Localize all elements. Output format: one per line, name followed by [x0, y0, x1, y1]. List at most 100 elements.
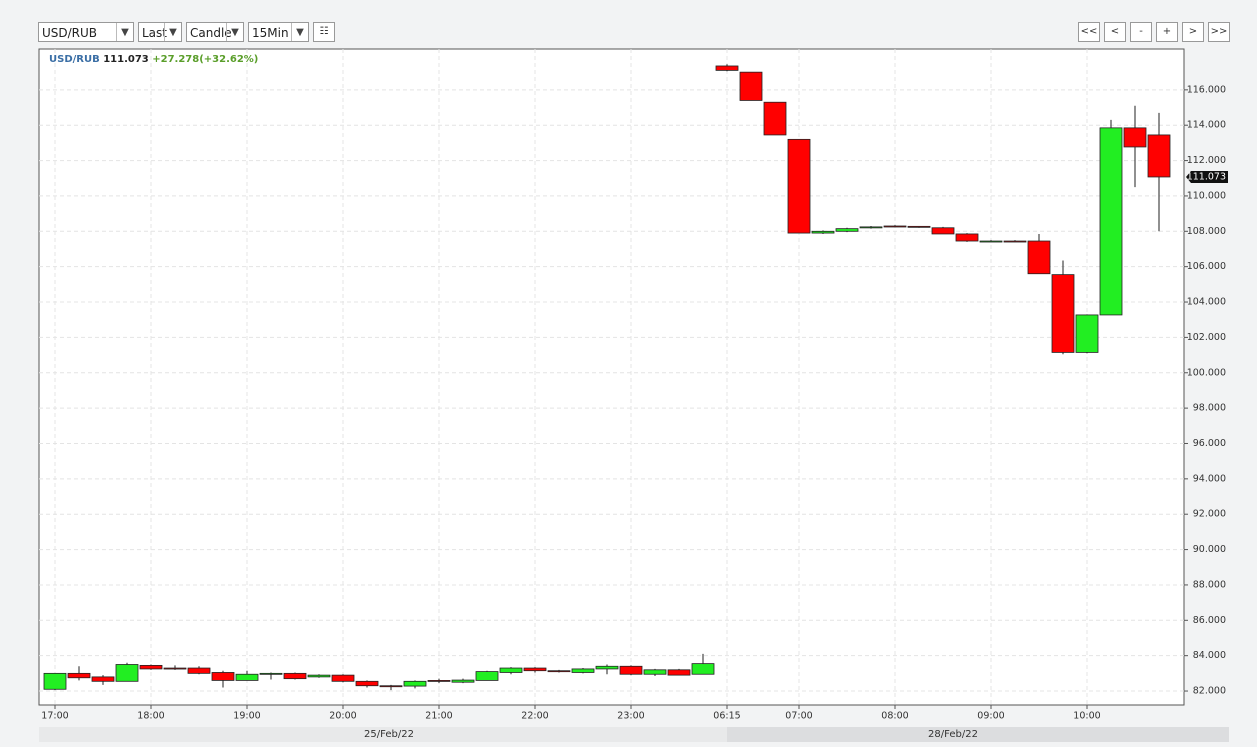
- nav-button[interactable]: -: [1130, 22, 1152, 42]
- candle-body: [427, 680, 451, 682]
- y-tick-label: 86.000: [1193, 615, 1226, 626]
- nav-button[interactable]: +: [1156, 22, 1178, 42]
- candle-body: [787, 138, 811, 234]
- candle-body: [403, 680, 427, 687]
- date-band: [727, 727, 1229, 742]
- candle-body: [283, 672, 307, 680]
- price-tag-label: 111.073: [1187, 171, 1226, 182]
- y-tick-label: 92.000: [1193, 509, 1226, 520]
- candle-body: [499, 667, 523, 673]
- y-tick-label: 82.000: [1193, 686, 1226, 697]
- candle-body: [43, 672, 67, 690]
- y-tick-label: 102.000: [1187, 332, 1226, 343]
- x-tick-label: 09:00: [977, 711, 1004, 722]
- candle-body: [763, 101, 787, 136]
- date-label: 25/Feb/22: [364, 729, 414, 740]
- candle-body: [1051, 274, 1075, 353]
- legend: USD/RUB 111.073 +27.278(+32.62%): [49, 54, 258, 65]
- candle-body: [163, 667, 187, 670]
- settings-button[interactable]: ☷: [313, 22, 335, 42]
- price-type-select[interactable]: Last ▼: [138, 22, 182, 42]
- candle-body: [547, 670, 571, 673]
- x-tick-label: 07:00: [785, 711, 812, 722]
- y-tick-label: 88.000: [1193, 579, 1226, 590]
- symbol-label: USD/RUB: [49, 54, 100, 65]
- candle-body: [1147, 134, 1171, 178]
- x-tick-label: 06:15: [713, 711, 740, 722]
- candle-body: [739, 71, 763, 101]
- x-tick-label: 10:00: [1073, 711, 1100, 722]
- candle-body: [307, 674, 331, 678]
- candle-body: [355, 680, 379, 687]
- candle-body: [1027, 240, 1051, 275]
- y-tick-label: 108.000: [1187, 226, 1226, 237]
- y-tick-label: 114.000: [1187, 120, 1226, 131]
- symbol-select[interactable]: USD/RUB ▼: [38, 22, 134, 42]
- price-tag: [1186, 170, 1228, 183]
- date-label: 28/Feb/22: [928, 729, 978, 740]
- candle-body: [979, 240, 1003, 243]
- candle-body: [859, 226, 883, 229]
- candle-body: [331, 674, 355, 682]
- candle-body: [691, 663, 715, 675]
- y-tick-label: 94.000: [1193, 473, 1226, 484]
- date-band: [39, 727, 727, 742]
- arrow: ▼: [291, 23, 308, 41]
- x-tick-label: 17:00: [41, 711, 68, 722]
- last-value: 111.073: [103, 54, 149, 65]
- candle-body: [1075, 314, 1099, 353]
- plot-area: [38, 48, 1185, 706]
- candle-body: [931, 227, 955, 235]
- y-tick-label: 90.000: [1193, 544, 1226, 555]
- candle-body: [835, 228, 859, 232]
- y-tick-label: 116.000: [1187, 84, 1226, 95]
- candle-body: [595, 665, 619, 670]
- candle-body: [715, 65, 739, 71]
- interval: 15Min: [252, 26, 289, 40]
- candle-body: [811, 230, 835, 234]
- candle-body: [619, 665, 643, 675]
- y-tick-label: 96.000: [1193, 438, 1226, 449]
- candle-body: [571, 668, 595, 673]
- candle-body: [907, 225, 931, 228]
- nav-button[interactable]: <<: [1078, 22, 1100, 42]
- x-tick-label: 08:00: [881, 711, 908, 722]
- candle-body: [187, 667, 211, 674]
- chart-type-select[interactable]: Candle ▼: [186, 22, 244, 42]
- y-tick-label: 104.000: [1187, 297, 1226, 308]
- candle-body: [1003, 240, 1027, 243]
- candle-body: [955, 233, 979, 242]
- candle-body: [115, 664, 139, 682]
- y-tick-label: 84.000: [1193, 650, 1226, 661]
- candle-body: [211, 672, 235, 681]
- candle-body: [643, 669, 667, 675]
- y-tick-label: 100.000: [1187, 367, 1226, 378]
- arrow: ▼: [164, 23, 181, 41]
- candle-body: [883, 225, 907, 228]
- candle-body: [91, 676, 115, 682]
- x-tick-label: 22:00: [521, 711, 548, 722]
- candle-body: [235, 673, 259, 681]
- nav-button[interactable]: <: [1104, 22, 1126, 42]
- candle-body: [139, 664, 163, 670]
- arrow: ▼: [116, 23, 133, 41]
- candle-body: [667, 669, 691, 676]
- candle-body: [259, 672, 283, 675]
- candle-body: [1099, 127, 1123, 316]
- nav-button[interactable]: >>: [1208, 22, 1230, 42]
- candle-body: [1123, 127, 1147, 148]
- price-type: Last: [142, 26, 167, 40]
- change: +27.278(+32.62%): [152, 54, 258, 65]
- candle-body: [379, 685, 403, 688]
- candle-body: [475, 671, 499, 681]
- arrow: ▼: [226, 23, 243, 41]
- candle-body: [451, 679, 475, 683]
- y-tick-label: 112.000: [1187, 155, 1226, 166]
- interval-select[interactable]: 15Min ▼: [248, 22, 309, 42]
- x-tick-label: 19:00: [233, 711, 260, 722]
- nav-button[interactable]: >: [1182, 22, 1204, 42]
- chart-type: Candle: [190, 26, 232, 40]
- candle-body: [67, 672, 91, 679]
